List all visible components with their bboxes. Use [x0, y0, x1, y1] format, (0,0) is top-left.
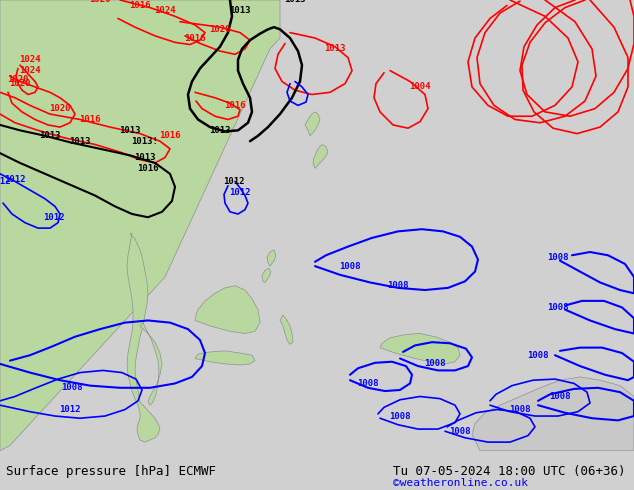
- Text: 1020: 1020: [89, 0, 111, 4]
- Text: 1008: 1008: [357, 379, 378, 388]
- Text: 1024: 1024: [19, 55, 41, 64]
- Text: 1013!: 1013!: [132, 137, 158, 146]
- Text: 1012: 1012: [4, 175, 26, 184]
- Text: 1013: 1013: [119, 126, 141, 135]
- Text: 1012: 1012: [59, 405, 81, 414]
- Text: 1013: 1013: [69, 137, 91, 146]
- Text: 1013: 1013: [134, 153, 156, 162]
- Text: 1008: 1008: [339, 262, 361, 270]
- Text: 1016: 1016: [129, 1, 151, 10]
- Text: 1008: 1008: [549, 392, 571, 401]
- Text: 1008: 1008: [387, 281, 409, 290]
- Text: 1024: 1024: [154, 6, 176, 15]
- Text: 1016: 1016: [184, 33, 206, 43]
- Text: 1012: 1012: [230, 188, 251, 197]
- Polygon shape: [267, 250, 276, 266]
- Text: 1008: 1008: [450, 427, 471, 436]
- Text: 1008: 1008: [527, 351, 549, 360]
- Polygon shape: [472, 377, 634, 451]
- Polygon shape: [195, 351, 255, 365]
- Text: 1013: 1013: [230, 6, 251, 15]
- Text: 1013: 1013: [324, 45, 346, 53]
- Text: 1013: 1013: [39, 131, 61, 140]
- Text: 1020: 1020: [209, 25, 231, 34]
- Polygon shape: [0, 0, 280, 451]
- Text: 1016: 1016: [79, 115, 101, 124]
- Text: 1004: 1004: [410, 82, 430, 92]
- Text: 1020: 1020: [10, 79, 31, 88]
- Polygon shape: [262, 269, 271, 282]
- Polygon shape: [195, 286, 260, 334]
- Text: Surface pressure [hPa] ECMWF: Surface pressure [hPa] ECMWF: [6, 465, 216, 478]
- Polygon shape: [380, 334, 460, 364]
- Text: 1008: 1008: [547, 253, 569, 262]
- Polygon shape: [280, 315, 293, 344]
- Text: 1024: 1024: [19, 66, 41, 75]
- Text: 1012: 1012: [223, 177, 245, 186]
- Text: 1013: 1013: [284, 0, 306, 4]
- Text: ©weatheronline.co.uk: ©weatheronline.co.uk: [393, 478, 528, 488]
- Polygon shape: [140, 322, 162, 405]
- Text: 1013: 1013: [209, 126, 231, 135]
- Text: 1012: 1012: [0, 177, 11, 186]
- Text: 1008: 1008: [509, 405, 531, 414]
- Text: 1008: 1008: [547, 303, 569, 312]
- Text: 1008: 1008: [424, 359, 446, 368]
- Text: 1016: 1016: [137, 164, 158, 173]
- Text: 1008: 1008: [389, 412, 411, 420]
- Text: 1020: 1020: [49, 104, 71, 113]
- Text: 1016: 1016: [159, 131, 181, 140]
- Polygon shape: [305, 112, 320, 136]
- Polygon shape: [313, 145, 328, 169]
- Text: Tu 07-05-2024 18:00 UTC (06+36): Tu 07-05-2024 18:00 UTC (06+36): [393, 465, 626, 478]
- Text: 1008: 1008: [61, 383, 83, 392]
- Text: 1012: 1012: [43, 213, 65, 222]
- Polygon shape: [127, 234, 160, 442]
- Text: 1020: 1020: [7, 75, 29, 84]
- Text: 1016: 1016: [224, 101, 246, 110]
